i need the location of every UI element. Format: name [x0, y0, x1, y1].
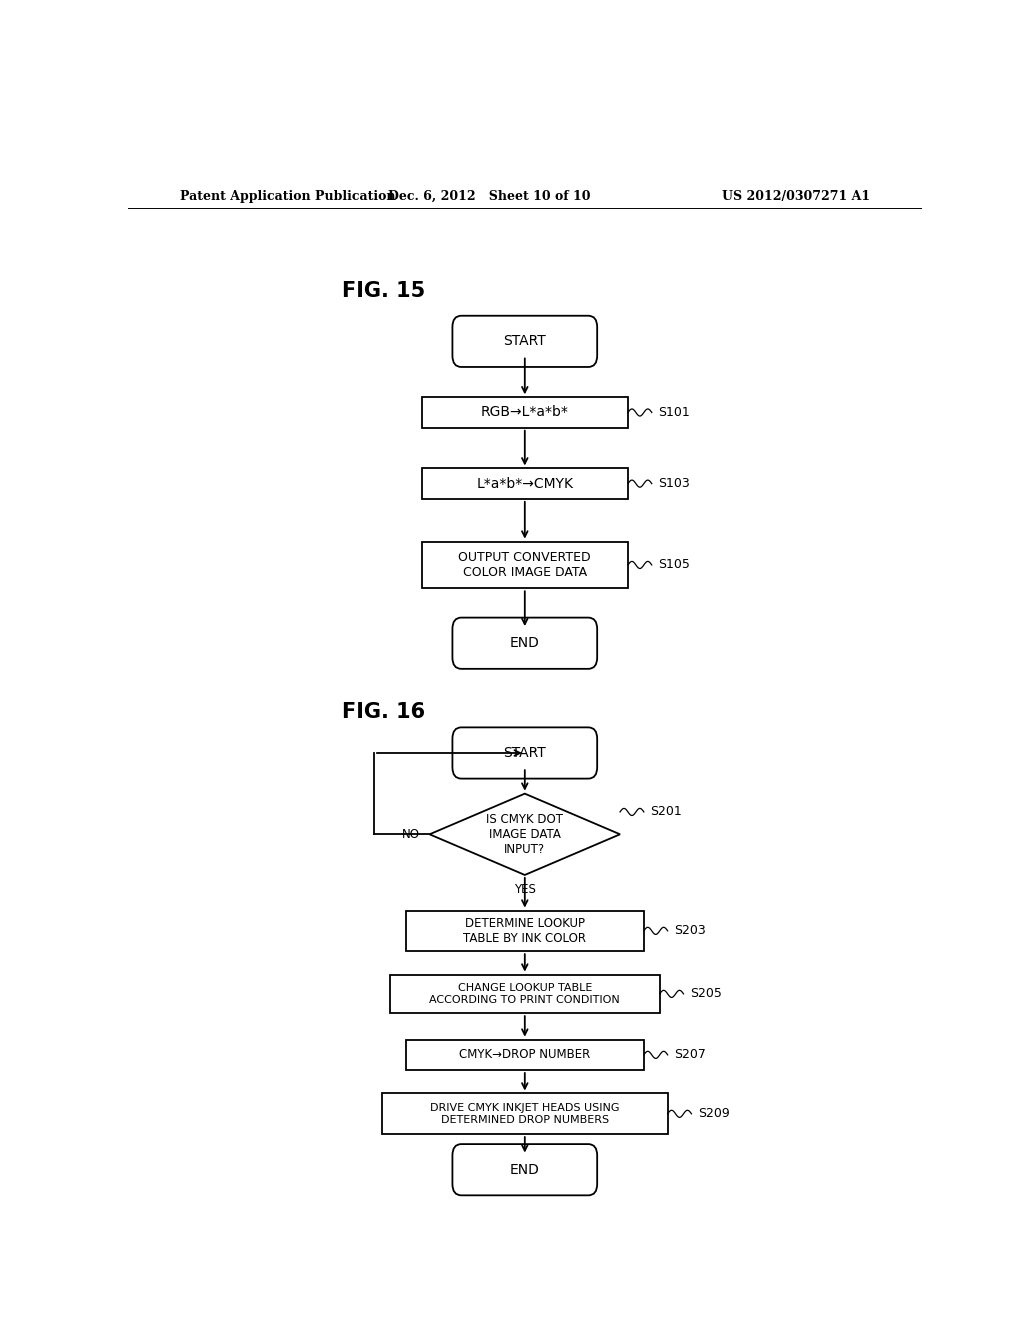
- Text: IS CMYK DOT
IMAGE DATA
INPUT?: IS CMYK DOT IMAGE DATA INPUT?: [486, 813, 563, 855]
- Text: S201: S201: [650, 805, 682, 818]
- Text: Patent Application Publication: Patent Application Publication: [179, 190, 395, 202]
- Text: S101: S101: [658, 407, 690, 418]
- Bar: [382, 1093, 668, 1134]
- Bar: [406, 1040, 644, 1071]
- Text: S209: S209: [697, 1107, 729, 1121]
- FancyBboxPatch shape: [453, 1144, 597, 1196]
- Text: END: END: [510, 1163, 540, 1176]
- FancyBboxPatch shape: [453, 315, 597, 367]
- Bar: [422, 469, 628, 499]
- Text: RGB→L*a*b*: RGB→L*a*b*: [481, 405, 568, 420]
- Text: START: START: [504, 334, 546, 348]
- Bar: [422, 541, 628, 589]
- Text: S207: S207: [674, 1048, 706, 1061]
- Text: CHANGE LOOKUP TABLE
ACCORDING TO PRINT CONDITION: CHANGE LOOKUP TABLE ACCORDING TO PRINT C…: [429, 983, 621, 1005]
- Bar: [406, 911, 644, 952]
- Text: START: START: [504, 746, 546, 760]
- FancyBboxPatch shape: [453, 618, 597, 669]
- Text: END: END: [510, 636, 540, 651]
- Text: CMYK→DROP NUMBER: CMYK→DROP NUMBER: [459, 1048, 591, 1061]
- Text: NO: NO: [402, 828, 420, 841]
- Text: FIG. 16: FIG. 16: [342, 702, 425, 722]
- Text: S103: S103: [658, 477, 690, 490]
- Text: S205: S205: [690, 987, 722, 1001]
- Bar: [422, 397, 628, 428]
- Text: FIG. 15: FIG. 15: [342, 281, 426, 301]
- FancyBboxPatch shape: [453, 727, 597, 779]
- Text: DRIVE CMYK INKJET HEADS USING
DETERMINED DROP NUMBERS: DRIVE CMYK INKJET HEADS USING DETERMINED…: [430, 1104, 620, 1125]
- Text: US 2012/0307271 A1: US 2012/0307271 A1: [722, 190, 870, 202]
- Bar: [390, 974, 659, 1014]
- Text: S203: S203: [674, 924, 706, 937]
- Text: L*a*b*→CMYK: L*a*b*→CMYK: [476, 477, 573, 491]
- Text: YES: YES: [514, 883, 536, 896]
- Text: Dec. 6, 2012   Sheet 10 of 10: Dec. 6, 2012 Sheet 10 of 10: [388, 190, 591, 202]
- Text: OUTPUT CONVERTED
COLOR IMAGE DATA: OUTPUT CONVERTED COLOR IMAGE DATA: [459, 550, 591, 579]
- Polygon shape: [430, 793, 620, 875]
- Text: S105: S105: [658, 558, 690, 572]
- Text: DETERMINE LOOKUP
TABLE BY INK COLOR: DETERMINE LOOKUP TABLE BY INK COLOR: [463, 917, 587, 945]
